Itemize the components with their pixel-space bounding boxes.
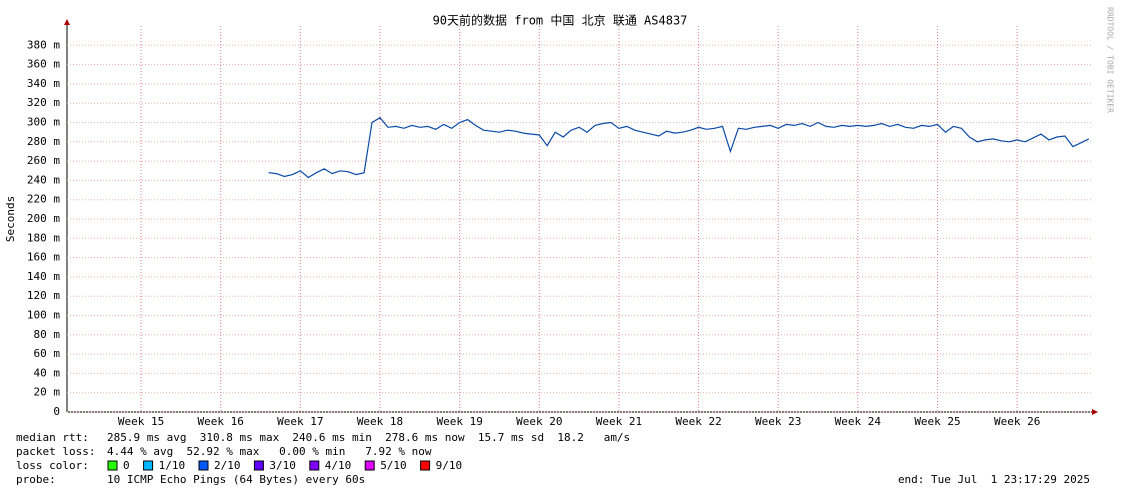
end-time: end: Tue Jul 1 23:17:29 2025 (898, 473, 1090, 486)
y-arrow (64, 19, 70, 25)
legend-label: 2/10 (214, 459, 241, 472)
stat-label: median rtt: (16, 431, 89, 444)
legend-swatch (253, 460, 264, 471)
probe-text: 10 ICMP Echo Pings (64 Bytes) every 60s (107, 473, 365, 486)
y-tick-label: 0 (53, 405, 60, 418)
legend-label: 9/10 (436, 459, 463, 472)
y-tick-label: 20 m (34, 386, 61, 399)
x-tick-label: Week 25 (914, 415, 960, 428)
y-tick-label: 100 m (27, 309, 60, 322)
y-tick-label: 140 m (27, 270, 60, 283)
y-tick-label: 300 m (27, 116, 60, 129)
watermark: RRDTOOL / TOBI OETIKER (1106, 7, 1115, 113)
y-tick-label: 60 m (34, 347, 61, 360)
x-tick-label: Week 26 (994, 415, 1040, 428)
legend-swatch (420, 460, 431, 471)
y-tick-label: 260 m (27, 154, 60, 167)
y-tick-label: 340 m (27, 77, 60, 90)
y-axis-label: Seconds (4, 196, 17, 242)
legend-label: 5/10 (380, 459, 407, 472)
x-tick-label: Week 17 (277, 415, 323, 428)
y-tick-label: 80 m (34, 328, 61, 341)
x-tick-label: Week 20 (516, 415, 562, 428)
y-tick-label: 360 m (27, 58, 60, 71)
x-tick-label: Week 24 (835, 415, 882, 428)
legend-label: 0 (123, 459, 130, 472)
y-tick-label: 280 m (27, 135, 60, 148)
stat-label: packet loss: (16, 445, 95, 458)
legend-swatch (198, 460, 209, 471)
stat-text: 285.9 ms avg 310.8 ms max 240.6 ms min 2… (107, 431, 630, 444)
legend-swatch (364, 460, 375, 471)
x-tick-label: Week 18 (357, 415, 403, 428)
legend-label: 1/10 (159, 459, 186, 472)
series-line (268, 116, 1090, 179)
x-tick-label: Week 22 (675, 415, 721, 428)
x-tick-label: Week 23 (755, 415, 801, 428)
legend-swatch (143, 460, 154, 471)
y-tick-label: 220 m (27, 193, 60, 206)
y-tick-label: 320 m (27, 96, 60, 109)
legend-label: 3/10 (269, 459, 296, 472)
x-arrow (1092, 409, 1098, 415)
y-tick-label: 120 m (27, 289, 60, 302)
x-tick-label: Week 16 (198, 415, 244, 428)
legend-swatch (107, 460, 118, 471)
chart-title: 90天前的数据 from 中国 北京 联通 AS4837 (433, 13, 688, 28)
legend-label: 4/10 (325, 459, 352, 472)
loss-legend-label: loss color: (16, 459, 89, 472)
y-tick-label: 40 m (34, 366, 61, 379)
y-tick-label: 180 m (27, 231, 60, 244)
x-tick-label: Week 19 (436, 415, 482, 428)
y-tick-label: 380 m (27, 38, 60, 51)
y-tick-label: 160 m (27, 251, 60, 264)
x-tick-label: Week 15 (118, 415, 164, 428)
x-tick-label: Week 21 (596, 415, 642, 428)
legend-swatch (309, 460, 320, 471)
y-tick-label: 200 m (27, 212, 60, 225)
y-tick-label: 240 m (27, 173, 60, 186)
stat-text: 4.44 % avg 52.92 % max 0.00 % min 7.92 %… (107, 445, 432, 458)
probe-label: probe: (16, 473, 56, 486)
